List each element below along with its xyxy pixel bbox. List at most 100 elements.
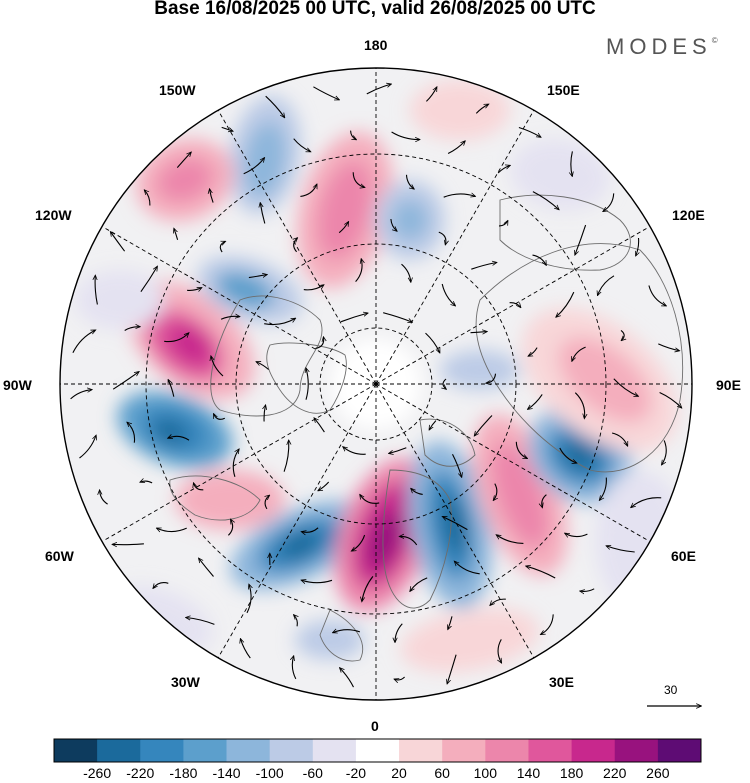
copyright-mark: © [711, 36, 718, 45]
wind-arrow [294, 238, 298, 253]
wind-arrow [293, 138, 311, 152]
anomaly-blob [558, 337, 652, 423]
wind-arrow [313, 86, 339, 100]
wind-arrow [659, 391, 682, 408]
anomaly-blob [175, 470, 285, 530]
wind-arrow [532, 191, 559, 210]
wind-arrow [515, 441, 527, 459]
wind-arrow [333, 630, 361, 633]
colorbar-swatch [442, 739, 486, 762]
wind-arrow [411, 489, 423, 495]
wind-arrow [338, 222, 348, 234]
wind-arrow [314, 418, 325, 433]
anomaly-blob [168, 324, 212, 366]
anomaly-blob [400, 608, 540, 672]
wind-arrow [246, 585, 251, 614]
anomaly-blob [595, 470, 685, 610]
wind-arrow [621, 329, 624, 340]
chart-title: Base 16/08/2025 00 UTC, valid 26/08/2025… [154, 0, 596, 19]
wind-arrow [303, 285, 324, 291]
wind-arrow [350, 130, 357, 140]
wind-arrow [306, 368, 308, 400]
wind-arrow [443, 517, 468, 531]
anomaly-blob [317, 161, 373, 259]
wind-arrow [658, 343, 679, 351]
wind-arrow [497, 166, 510, 174]
colorbar-label: -180 [169, 765, 198, 781]
wind-arrow [315, 337, 323, 350]
anomaly-blob [152, 419, 188, 445]
wind-arrow [389, 447, 407, 454]
wind-arrow [425, 332, 440, 353]
wind-arrow [662, 440, 667, 464]
modes-logo: MODES© [606, 34, 718, 60]
wind-arrow [352, 534, 366, 551]
wind-arrow [199, 558, 214, 577]
wind-arrow [265, 495, 269, 510]
wind-arrow [565, 533, 588, 536]
colorbar-label: 260 [646, 765, 670, 781]
lon-label-60e: 60E [671, 548, 696, 564]
colorbar-label: 140 [516, 765, 541, 781]
wind-arrow [113, 544, 144, 545]
wind-arrow [260, 203, 266, 224]
anomaly-blob [75, 270, 165, 330]
wind-arrow [541, 614, 554, 634]
wind-arrow [580, 588, 595, 592]
anomaly-blob [492, 442, 548, 548]
wind-arrow [498, 639, 501, 662]
colorbar-swatch [312, 739, 357, 762]
wind-arrow [265, 95, 285, 117]
wind-arrow [498, 221, 508, 227]
lon-label-30w: 30W [171, 674, 200, 690]
wind-arrow [211, 356, 224, 377]
wind-arrow [571, 151, 573, 176]
colorbar-swatch [528, 739, 572, 762]
wind-arrow [112, 372, 139, 390]
wind-arrow [475, 415, 493, 436]
anomaly-blob [410, 80, 510, 140]
wind-arrow [100, 490, 108, 505]
wind-arrow [264, 318, 295, 326]
wind-arrow [340, 668, 354, 688]
wind-arrow [452, 453, 462, 477]
wind-arrow [528, 394, 543, 409]
wind-arrow [486, 373, 497, 383]
wind-arrow [518, 126, 541, 138]
colorbar-swatch [571, 739, 616, 762]
wind-arrow [140, 481, 153, 484]
wind-arrow [400, 536, 418, 546]
wind-arrow [497, 535, 524, 544]
wind-arrow [383, 312, 412, 322]
wind-arrow [600, 477, 607, 501]
wind-arrow [394, 676, 405, 680]
wind-vectors [70, 84, 682, 688]
wind-arrow [95, 276, 98, 305]
wind-arrow [294, 615, 298, 627]
colorbar-swatch [226, 739, 271, 762]
colorbar-label: 60 [434, 765, 450, 781]
wind-arrow [186, 618, 215, 625]
anomaly-blob [295, 620, 365, 660]
wind-arrow [292, 656, 297, 680]
wind-arrow [441, 283, 455, 306]
lon-label-60w: 60W [45, 548, 74, 564]
lon-label-30e: 30E [549, 674, 574, 690]
colorbar-label: -60 [302, 765, 323, 781]
wind-arrow [300, 184, 316, 197]
colorbar-label: 100 [473, 765, 498, 781]
colorbar-swatch [657, 739, 702, 762]
wind-arrow [111, 232, 126, 252]
wind-arrow [248, 275, 267, 279]
anomaly-field [75, 80, 685, 672]
colorbar-label: -220 [126, 765, 155, 781]
graticule [60, 68, 692, 700]
wind-arrow [470, 332, 487, 333]
wind-arrow [352, 172, 364, 187]
wind-arrow [256, 362, 269, 370]
colorbar-swatch [97, 739, 141, 762]
wind-arrow [221, 126, 233, 131]
anomaly-blob [216, 271, 274, 309]
wind-arrow [302, 580, 333, 583]
wind-arrow [264, 405, 265, 422]
